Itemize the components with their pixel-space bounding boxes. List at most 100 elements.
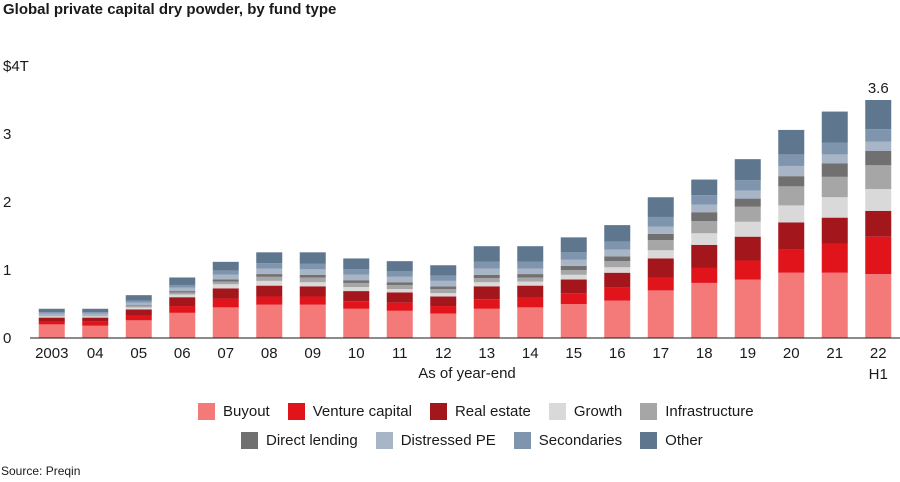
bar-segment-other [647, 197, 674, 217]
x-tick-label: 21 [826, 345, 843, 362]
legend-row-1: Buyout Venture capital Real estate Growth In… [198, 403, 754, 420]
bar-segment-distressed-pe [212, 274, 239, 280]
bar-segment-buyout [604, 300, 631, 338]
legend-item-direct-lending: Direct lending [241, 432, 358, 449]
legend-item-distressed-pe: Distressed PE [375, 432, 496, 449]
bar-segment-venture-capital [430, 306, 457, 314]
bar-segment-venture-capital [212, 298, 239, 308]
bar-segment-distressed-pe [82, 313, 109, 316]
legend-item-other: Other [640, 432, 703, 449]
bar-segment-real-estate [517, 285, 544, 298]
bar-segment-buyout [647, 290, 674, 338]
bar-segment-other [256, 252, 283, 264]
bar-segment-infrastructure [430, 289, 457, 294]
bar-segment-infrastructure [169, 292, 196, 295]
bar-segment-real-estate [473, 286, 500, 300]
bar-segment-distressed-pe [299, 269, 326, 275]
bar-segment-distressed-pe [734, 190, 761, 199]
legend-label: Distressed PE [400, 432, 496, 449]
x-tick-label: 22 [870, 345, 887, 362]
bar-segment-direct-lending [647, 233, 674, 241]
bar-segment-venture-capital [604, 287, 631, 301]
bar-segment-real-estate [299, 286, 326, 297]
bar-segment-secondaries [821, 142, 848, 155]
x-tick-label: 2003 [35, 345, 68, 362]
x-tick-label: 11 [392, 345, 408, 362]
y-tick-label: 0 [3, 330, 11, 347]
bar-segment-real-estate [430, 296, 457, 307]
bar-segment-buyout [38, 324, 65, 338]
bar-segment-buyout [821, 272, 848, 338]
bar-segment-secondaries [212, 270, 239, 275]
bar-segment-infrastructure [256, 276, 283, 281]
bar-segment-secondaries [430, 275, 457, 281]
bar-segment-distressed-pe [169, 287, 196, 292]
legend-row-2: Direct lending Distressed PE Secondaries Ot… [241, 432, 703, 449]
x-tick-label: 12 [435, 345, 452, 362]
bar-segment-direct-lending [386, 282, 413, 285]
bar-segment-growth [517, 281, 544, 286]
bar-segment-other [343, 258, 370, 270]
x-tick-label: 13 [478, 345, 495, 362]
x-tick-label: 18 [696, 345, 713, 362]
bar-segment-secondaries [560, 252, 587, 260]
bar-segment-other [691, 179, 718, 196]
bar-segment-growth [212, 284, 239, 289]
bar-segment-venture-capital [560, 293, 587, 304]
bar-segment-buyout [343, 308, 370, 338]
x-tick-label: 17 [652, 345, 669, 362]
bar-segment-growth [82, 316, 109, 318]
bar-segment-growth [604, 267, 631, 273]
bar-segment-venture-capital [734, 260, 761, 280]
bar-segment-venture-capital [343, 301, 370, 309]
legend-label: Venture capital [312, 403, 412, 420]
bar-segment-infrastructure [386, 284, 413, 290]
bar-segment-other [299, 252, 326, 264]
bar-segment-growth [430, 293, 457, 297]
legend-item-infrastructure: Infrastructure [640, 403, 754, 420]
legend-swatch [198, 403, 215, 420]
bar-segment-venture-capital [386, 302, 413, 311]
bar-segment-infrastructure [821, 176, 848, 198]
bar-segment-secondaries [734, 180, 761, 191]
bar-segment-venture-capital [865, 236, 892, 275]
bar-segment-secondaries [125, 300, 152, 303]
bar-segment-venture-capital [821, 243, 848, 273]
bar-segment-secondaries [865, 129, 892, 142]
x-tick-label: 20 [783, 345, 800, 362]
bar-segment-secondaries [604, 241, 631, 250]
bar-segment-venture-capital [778, 249, 805, 273]
bar-segment-other [125, 295, 152, 301]
bar-segment-other [865, 100, 892, 130]
bar-segment-real-estate [821, 217, 848, 244]
bar-segment-distressed-pe [517, 268, 544, 275]
x-tick-label: 09 [304, 345, 321, 362]
bar-segment-distressed-pe [38, 313, 65, 316]
bar-segment-real-estate [38, 317, 65, 321]
bar-segment-real-estate [865, 210, 892, 237]
bar-segment-real-estate [343, 291, 370, 302]
bar-segment-infrastructure [604, 261, 631, 268]
bar-segment-distressed-pe [386, 276, 413, 283]
chart-title: Global private capital dry powder, by fu… [3, 1, 337, 18]
bar-segment-buyout [430, 313, 457, 338]
bar-segment-buyout [299, 304, 326, 338]
x-tick-label: 07 [217, 345, 234, 362]
bar-segment-other [430, 265, 457, 276]
bar-segment-secondaries [169, 284, 196, 288]
bar-segment-venture-capital [125, 315, 152, 321]
legend-swatch [640, 432, 658, 449]
bar-segment-real-estate [647, 258, 674, 278]
bar-segment-growth [256, 280, 283, 286]
legend-label: Other [665, 432, 703, 449]
bar-segment-growth [299, 282, 326, 287]
x-tick-label: 05 [130, 345, 147, 362]
bar-segment-buyout [865, 274, 892, 338]
bar-segment-growth [473, 282, 500, 287]
legend-swatch [241, 432, 258, 449]
y-tick-label: 2 [3, 194, 11, 211]
legend-swatch [429, 403, 447, 420]
bar-segment-buyout [125, 320, 152, 338]
bar-segment-direct-lending [560, 265, 587, 270]
